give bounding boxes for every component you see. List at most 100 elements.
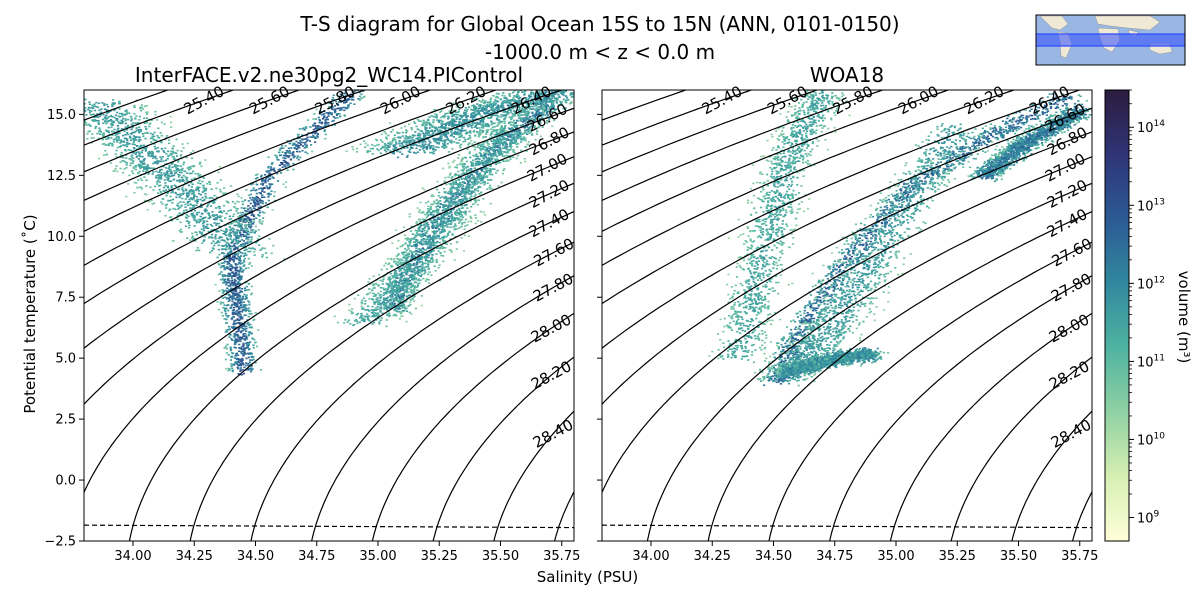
heatmap-cell <box>415 247 418 249</box>
heatmap-cell <box>425 223 429 225</box>
heatmap-cell <box>105 118 108 120</box>
heatmap-cell <box>187 204 190 207</box>
heatmap-cell <box>199 193 202 196</box>
heatmap-cell <box>498 138 501 140</box>
heatmap-cell <box>104 144 107 146</box>
heatmap-cell <box>420 268 424 270</box>
heatmap-cell <box>375 298 378 301</box>
heatmap-cell <box>264 252 267 254</box>
heatmap-cell <box>125 113 128 115</box>
heatmap-cell <box>447 215 451 217</box>
heatmap-cell <box>374 309 377 311</box>
heatmap-cell <box>184 182 187 184</box>
heatmap-cell <box>412 278 415 281</box>
heatmap-cell <box>241 203 244 206</box>
heatmap-cell <box>227 309 230 312</box>
heatmap-cell <box>225 192 228 195</box>
heatmap-cell <box>239 229 243 231</box>
heatmap-cell <box>255 203 258 205</box>
heatmap-cell <box>261 194 264 197</box>
heatmap-cell <box>150 141 153 143</box>
heatmap-cell <box>216 216 219 219</box>
heatmap-cell <box>225 307 228 310</box>
heatmap-cell <box>232 335 235 338</box>
heatmap-cell <box>489 168 492 171</box>
heatmap-cell <box>304 144 307 146</box>
heatmap-cell <box>315 127 318 130</box>
heatmap-cell <box>333 105 337 107</box>
heatmap-cell <box>241 309 244 311</box>
heatmap-cell <box>409 299 412 301</box>
heatmap-cell <box>257 229 260 231</box>
heatmap-cell <box>93 116 96 119</box>
heatmap-cell <box>241 217 244 220</box>
heatmap-cell <box>342 92 345 95</box>
heatmap-cell <box>110 120 113 122</box>
heatmap-cell <box>241 295 245 298</box>
heatmap-cell <box>530 100 533 102</box>
heatmap-cell <box>241 242 244 245</box>
heatmap-cell <box>114 153 117 155</box>
heatmap-cell <box>323 130 326 133</box>
heatmap-cell <box>140 164 143 167</box>
heatmap-cell <box>478 158 481 160</box>
heatmap-cell <box>139 128 142 131</box>
heatmap-cell <box>484 172 487 174</box>
heatmap-cell <box>481 154 484 157</box>
heatmap-cell <box>244 234 247 236</box>
heatmap-cell <box>416 239 419 241</box>
heatmap-cell <box>514 122 517 124</box>
heatmap-cell <box>272 177 275 179</box>
heatmap-cell <box>106 112 109 114</box>
heatmap-cell <box>416 259 420 261</box>
heatmap-cell <box>137 158 140 160</box>
heatmap-cell <box>227 285 230 287</box>
heatmap-cell <box>402 265 405 267</box>
heatmap-cell <box>344 90 347 92</box>
heatmap-cell <box>439 279 442 282</box>
heatmap-cell <box>535 110 538 113</box>
heatmap-cell <box>230 307 233 309</box>
heatmap-cell <box>457 184 460 186</box>
heatmap-cell <box>327 121 330 124</box>
heatmap-cell <box>247 230 250 233</box>
heatmap-cell <box>147 153 150 155</box>
heatmap-cell <box>398 296 401 299</box>
heatmap-cell <box>227 243 230 246</box>
heatmap-cell <box>226 229 229 231</box>
heatmap-cell <box>238 307 241 310</box>
heatmap-cell <box>424 219 427 221</box>
heatmap-cell <box>175 204 179 207</box>
heatmap-cell <box>524 122 527 125</box>
heatmap-cell <box>414 277 418 279</box>
heatmap-cell <box>326 118 329 121</box>
heatmap-cell <box>227 201 230 204</box>
heatmap-cell <box>107 136 110 139</box>
heatmap-cell <box>85 114 88 116</box>
heatmap-cell <box>236 309 239 312</box>
heatmap-cell <box>432 250 435 252</box>
heatmap-cell <box>65 105 67 107</box>
heatmap-cell <box>153 202 156 204</box>
heatmap-cell <box>425 242 428 244</box>
heatmap-cell <box>460 159 463 161</box>
heatmap-cell <box>111 122 114 124</box>
heatmap-cell <box>445 196 448 199</box>
heatmap-cell <box>468 184 471 186</box>
heatmap-cell <box>104 149 107 152</box>
heatmap-cell <box>229 234 232 237</box>
heatmap-cell <box>415 245 418 248</box>
heatmap-cell <box>362 317 365 320</box>
heatmap-cell <box>234 202 237 205</box>
heatmap-cell <box>520 138 523 141</box>
heatmap-cell <box>222 278 225 280</box>
heatmap-cell <box>470 181 473 183</box>
heatmap-cell <box>242 363 245 365</box>
heatmap-cell <box>174 165 177 168</box>
heatmap-cell <box>165 176 168 179</box>
heatmap-cell <box>343 109 346 112</box>
heatmap-cell <box>432 226 435 229</box>
heatmap-cell <box>130 118 133 120</box>
heatmap-cell <box>270 190 273 192</box>
heatmap-cell <box>417 241 420 244</box>
